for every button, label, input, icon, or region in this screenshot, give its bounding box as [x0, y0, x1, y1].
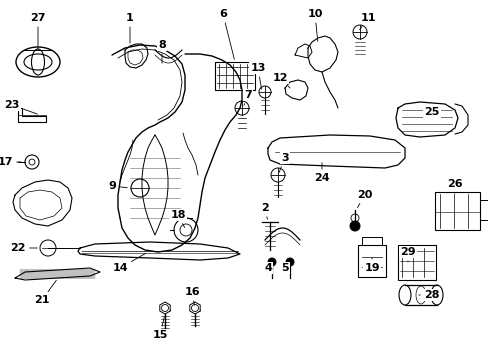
Text: 16: 16	[184, 287, 200, 305]
Bar	[479, 200, 487, 220]
Text: 24: 24	[314, 163, 329, 183]
Bar	[361, 237, 381, 245]
Text: 10: 10	[306, 9, 322, 41]
Text: 14: 14	[112, 253, 145, 273]
Text: 22: 22	[10, 243, 37, 253]
Text: 28: 28	[418, 290, 439, 300]
Bar	[215, 62, 254, 90]
Text: 1: 1	[126, 13, 134, 43]
Bar	[397, 245, 435, 280]
Text: 4: 4	[264, 263, 271, 273]
Bar	[357, 245, 385, 277]
Text: 19: 19	[364, 258, 379, 273]
Text: 6: 6	[219, 9, 234, 59]
Text: 7: 7	[244, 90, 251, 105]
Circle shape	[285, 258, 293, 266]
Text: 27: 27	[30, 13, 46, 49]
Text: 11: 11	[359, 13, 375, 30]
Text: 17: 17	[0, 157, 21, 167]
Text: 25: 25	[424, 107, 439, 117]
Text: 2: 2	[261, 203, 268, 219]
Text: 18: 18	[170, 210, 185, 228]
Circle shape	[349, 221, 359, 231]
Text: 20: 20	[357, 190, 372, 208]
Text: 15: 15	[152, 317, 167, 340]
Bar	[434, 192, 479, 230]
Text: 23: 23	[4, 100, 37, 114]
Text: 5: 5	[281, 262, 289, 273]
Text: 13: 13	[250, 63, 265, 89]
Text: 12: 12	[272, 73, 289, 88]
Text: 21: 21	[34, 280, 56, 305]
Text: 29: 29	[399, 247, 415, 262]
Text: 3: 3	[279, 153, 288, 172]
Text: 9: 9	[108, 181, 127, 191]
Text: 26: 26	[446, 179, 462, 193]
Text: 8: 8	[158, 40, 165, 63]
Circle shape	[267, 258, 275, 266]
